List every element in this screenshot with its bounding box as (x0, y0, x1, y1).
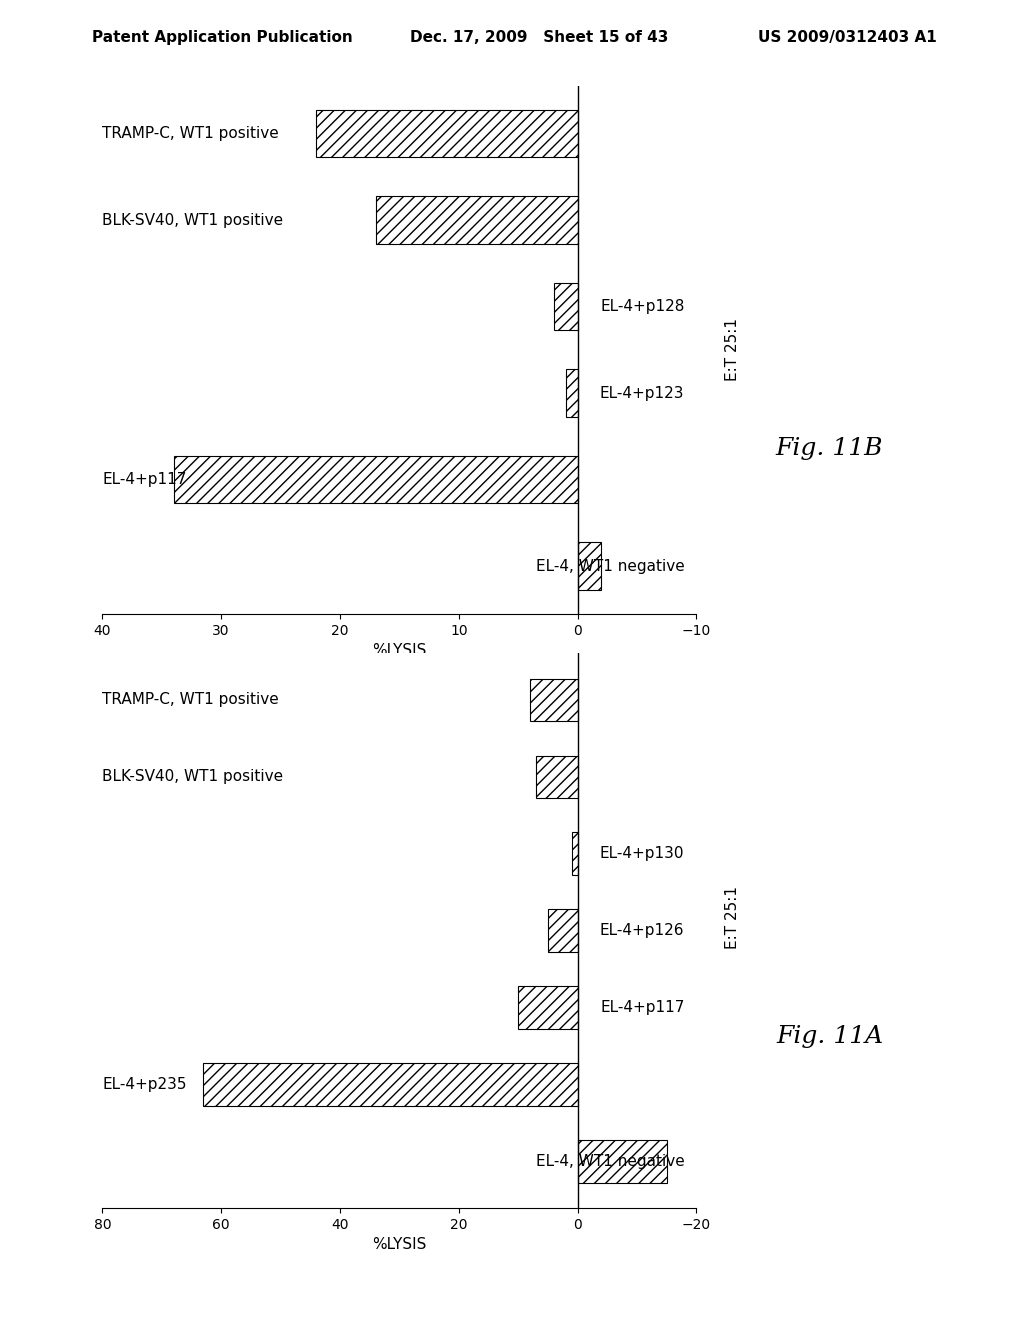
Bar (571, 833, 578, 875)
Text: TRAMP-C, WT1 positive: TRAMP-C, WT1 positive (102, 692, 280, 708)
Bar (578, 1140, 667, 1183)
Text: Fig. 11A: Fig. 11A (776, 1024, 883, 1048)
Text: Fig. 11B: Fig. 11B (776, 437, 883, 461)
Text: EL-4+p126: EL-4+p126 (600, 923, 684, 939)
Text: EL-4+p235: EL-4+p235 (102, 1077, 187, 1092)
Text: EL-4, WT1 negative: EL-4, WT1 negative (536, 558, 684, 573)
Bar (578, 543, 601, 590)
Text: TRAMP-C, WT1 positive: TRAMP-C, WT1 positive (102, 127, 280, 141)
Text: EL-4+p117: EL-4+p117 (102, 473, 186, 487)
Bar (548, 909, 578, 952)
Text: Patent Application Publication: Patent Application Publication (92, 30, 353, 45)
Bar (518, 986, 578, 1028)
Text: EL-4+p117: EL-4+p117 (600, 1001, 684, 1015)
Text: EL-4+p130: EL-4+p130 (600, 846, 684, 861)
X-axis label: %LYSIS: %LYSIS (372, 643, 427, 659)
Bar (174, 455, 578, 503)
Text: EL-4, WT1 negative: EL-4, WT1 negative (536, 1154, 684, 1170)
Bar (565, 370, 578, 417)
Text: E:T 25:1: E:T 25:1 (725, 886, 739, 949)
Text: EL-4+p128: EL-4+p128 (600, 300, 684, 314)
Text: BLK-SV40, WT1 positive: BLK-SV40, WT1 positive (102, 213, 284, 227)
Bar (376, 197, 578, 244)
Bar (204, 1064, 578, 1106)
Bar (536, 755, 578, 797)
Text: US 2009/0312403 A1: US 2009/0312403 A1 (758, 30, 937, 45)
Text: EL-4+p123: EL-4+p123 (600, 385, 684, 400)
Bar (530, 678, 578, 721)
X-axis label: %LYSIS: %LYSIS (372, 1237, 427, 1253)
Text: E:T 25:1: E:T 25:1 (725, 318, 739, 381)
Bar (316, 110, 578, 157)
Text: BLK-SV40, WT1 positive: BLK-SV40, WT1 positive (102, 770, 284, 784)
Text: Dec. 17, 2009   Sheet 15 of 43: Dec. 17, 2009 Sheet 15 of 43 (410, 30, 668, 45)
Bar (554, 282, 578, 330)
